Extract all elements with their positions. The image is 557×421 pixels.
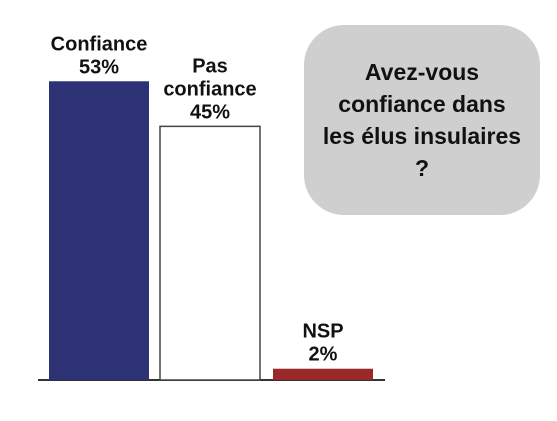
question-text: Avez-vous confiance dans les élus insula… — [322, 59, 522, 181]
bar-label-pas-confiance-line-1: Pas — [192, 55, 228, 77]
bar-label-nsp-line-1: NSP — [302, 321, 343, 343]
question-bubble: Avez-vous confiance dans les élus insula… — [304, 25, 540, 215]
bar-label-pas-confiance-line-2: confiance — [163, 78, 256, 100]
bar-label-nsp-line-2: 2% — [309, 344, 338, 366]
bar-label-confiance-line-2: 53% — [79, 56, 119, 78]
bar-label-pas-confiance-line-3: 45% — [190, 101, 230, 123]
bar-nsp — [273, 368, 373, 380]
bar-label-confiance-line-1: Confiance — [51, 33, 148, 55]
bar-pas-confiance — [159, 125, 261, 381]
bar-confiance — [49, 81, 149, 380]
